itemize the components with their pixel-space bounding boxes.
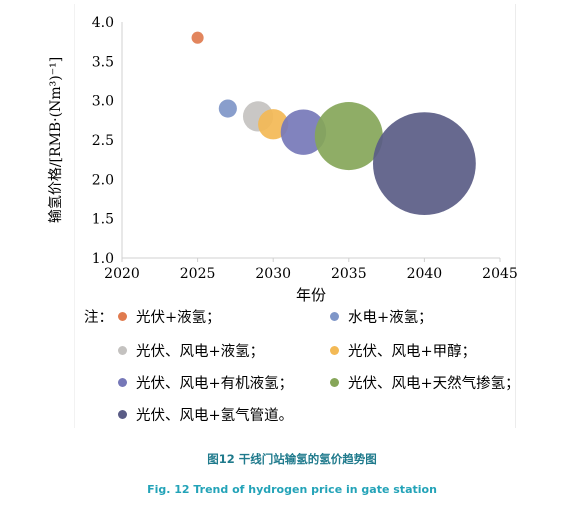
x-tick-label: 2030 xyxy=(255,266,291,282)
legend-swatch xyxy=(330,312,339,321)
legend-swatch xyxy=(118,312,127,321)
legend-label: 光伏、风电+有机液氢； xyxy=(136,376,294,392)
legend-item: 光伏、风电+液氢； xyxy=(118,340,264,361)
x-tick-label: 2040 xyxy=(407,266,443,282)
bubble-point xyxy=(258,109,289,140)
bubble-point xyxy=(191,31,204,44)
y-tick-label: 4.0 xyxy=(92,15,114,31)
bubble-point xyxy=(218,99,237,118)
x-tick-label: 2025 xyxy=(180,266,216,282)
legend-label: 光伏、风电+天然气掺氢； xyxy=(348,376,520,392)
y-tick-label: 2.0 xyxy=(92,172,114,188)
y-tick-label: 1.5 xyxy=(92,212,114,228)
x-tick-label: 2020 xyxy=(104,266,140,282)
x-tick-label: 2045 xyxy=(482,266,518,282)
legend-label: 光伏、风电+液氢； xyxy=(136,344,265,360)
y-axis-title: 输氢价格/[RMB·(Nm³)⁻¹] xyxy=(48,57,64,223)
caption-chinese: 图12 干线门站输氢的氢价趋势图 xyxy=(207,452,377,466)
legend-item: 光伏+液氢； xyxy=(118,306,221,327)
legend-label: 光伏+液氢； xyxy=(136,310,221,326)
y-tick-label: 3.0 xyxy=(92,94,114,110)
figure-frame xyxy=(74,4,516,428)
bubble-point xyxy=(372,112,476,216)
legend-swatch xyxy=(118,346,127,355)
legend-label: 光伏、风电+氢气管道。 xyxy=(136,408,294,424)
legend-item: 光伏、风电+氢气管道。 xyxy=(118,404,293,425)
legend-swatch xyxy=(118,378,127,387)
x-axis-title: 年份 xyxy=(296,286,326,304)
legend-item: 光伏、风电+甲醇； xyxy=(330,340,476,361)
y-tick-label: 2.5 xyxy=(92,133,114,149)
legend-item: 光伏、风电+有机液氢； xyxy=(118,372,293,393)
legend-swatch xyxy=(118,410,127,419)
x-tick-label: 2035 xyxy=(331,266,367,282)
legend-label: 光伏、风电+甲醇； xyxy=(348,344,477,360)
legend-item: 水电+液氢； xyxy=(330,306,433,327)
legend-swatch xyxy=(330,378,339,387)
y-tick-label: 3.5 xyxy=(92,54,114,70)
bubble-point xyxy=(280,109,327,155)
y-tick-label: 1.0 xyxy=(92,251,114,267)
bubble-point xyxy=(314,102,383,171)
legend-label: 水电+液氢； xyxy=(348,310,433,326)
legend-item: 光伏、风电+天然气掺氢； xyxy=(330,372,520,393)
legend-note: 注： xyxy=(84,310,113,326)
caption-english: Fig. 12 Trend of hydrogen price in gate … xyxy=(147,483,437,496)
legend-swatch xyxy=(330,346,339,355)
